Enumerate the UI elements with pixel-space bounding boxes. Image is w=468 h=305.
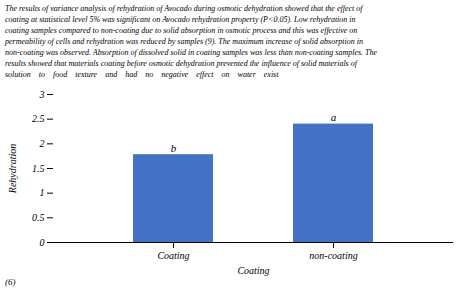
svg-text:1.5: 1.5 [32, 163, 45, 174]
html-text:The results of variance analys: The results of variance analysis of rehy… [5, 4, 363, 13]
html-text:(6): (6) [5, 277, 16, 287]
html-text:non-coating was observed. Abso: non-coating was observed. Absorption of … [5, 48, 378, 57]
svg-text:Rehydration: Rehydration [7, 144, 18, 194]
svg-text:b: b [171, 142, 177, 154]
html-text:coating at statistical level 5: coating at statistical level 5% was sign… [5, 15, 356, 24]
html-text:permeability of cells and rehy: permeability of cells and rehydration wa… [5, 37, 363, 46]
svg-text:1: 1 [40, 187, 45, 198]
svg-text:2: 2 [40, 138, 45, 149]
html-text:results showed that materials: results showed that materials coating be… [5, 59, 357, 68]
svg-text:a: a [331, 111, 337, 123]
svg-text:2.5: 2.5 [32, 113, 45, 124]
svg-text:Coating: Coating [237, 265, 269, 276]
svg-text:Coating: Coating [157, 250, 189, 261]
svg-text:3: 3 [39, 89, 45, 100]
html-text:coating samples compared to no: coating samples compared to non-coating … [5, 26, 358, 35]
svg-text:0.5: 0.5 [32, 212, 45, 223]
html-text:solution to food texture and h: solution to food texture and had no nega… [5, 70, 279, 79]
svg-text:0: 0 [40, 237, 45, 248]
svg-text:non-coating: non-coating [309, 250, 357, 261]
